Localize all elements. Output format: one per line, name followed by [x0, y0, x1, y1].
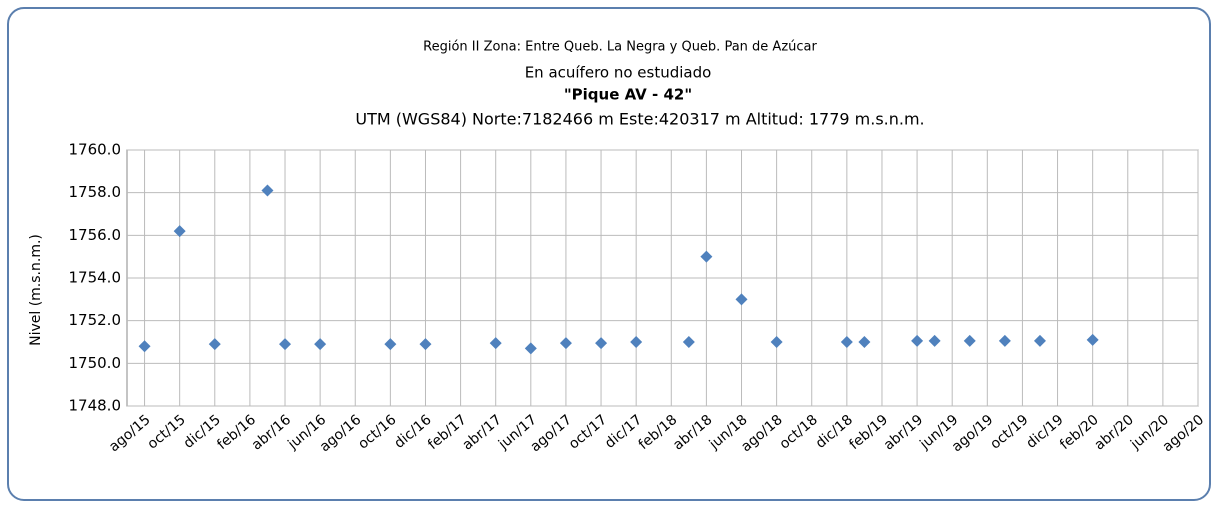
data-point — [630, 336, 643, 348]
data-point — [489, 337, 502, 350]
data-point — [858, 336, 871, 348]
data-point — [770, 336, 783, 348]
data-point — [559, 337, 572, 350]
data-point — [998, 334, 1011, 347]
y-tick-label: 1760.0 — [69, 141, 122, 159]
data-point — [963, 334, 976, 347]
data-point — [595, 337, 608, 350]
data-point — [735, 293, 748, 306]
data-point — [840, 336, 853, 348]
y-tick-label: 1754.0 — [69, 269, 122, 287]
y-axis-label: Nivel (m.s.n.m.) — [28, 234, 44, 346]
well-name: "Pique AV - 42" — [564, 86, 692, 104]
data-point — [1086, 333, 1099, 346]
data-point — [384, 338, 397, 351]
y-tick-label: 1756.0 — [69, 226, 122, 244]
data-point — [419, 338, 432, 351]
chart-title: Región II Zona: Entre Queb. La Negra y Q… — [423, 40, 817, 55]
data-point — [911, 334, 924, 347]
data-point — [279, 338, 292, 351]
y-tick-label: 1750.0 — [69, 354, 122, 372]
data-point — [928, 334, 941, 347]
y-tick-label: 1758.0 — [69, 183, 122, 201]
y-tick-label: 1752.0 — [69, 311, 122, 329]
data-point — [1033, 334, 1046, 347]
chart-subtitle: En acuífero no estudiado — [525, 64, 712, 82]
data-point — [208, 338, 221, 351]
data-point — [173, 225, 186, 238]
data-point — [524, 342, 537, 355]
data-point — [682, 336, 695, 348]
data-point — [138, 340, 151, 353]
data-point — [314, 338, 327, 351]
location: UTM (WGS84) Norte:7182466 m Este:420317 … — [355, 110, 924, 129]
data-point — [700, 250, 713, 263]
data-point — [261, 184, 274, 197]
y-tick-label: 1748.0 — [69, 397, 122, 415]
